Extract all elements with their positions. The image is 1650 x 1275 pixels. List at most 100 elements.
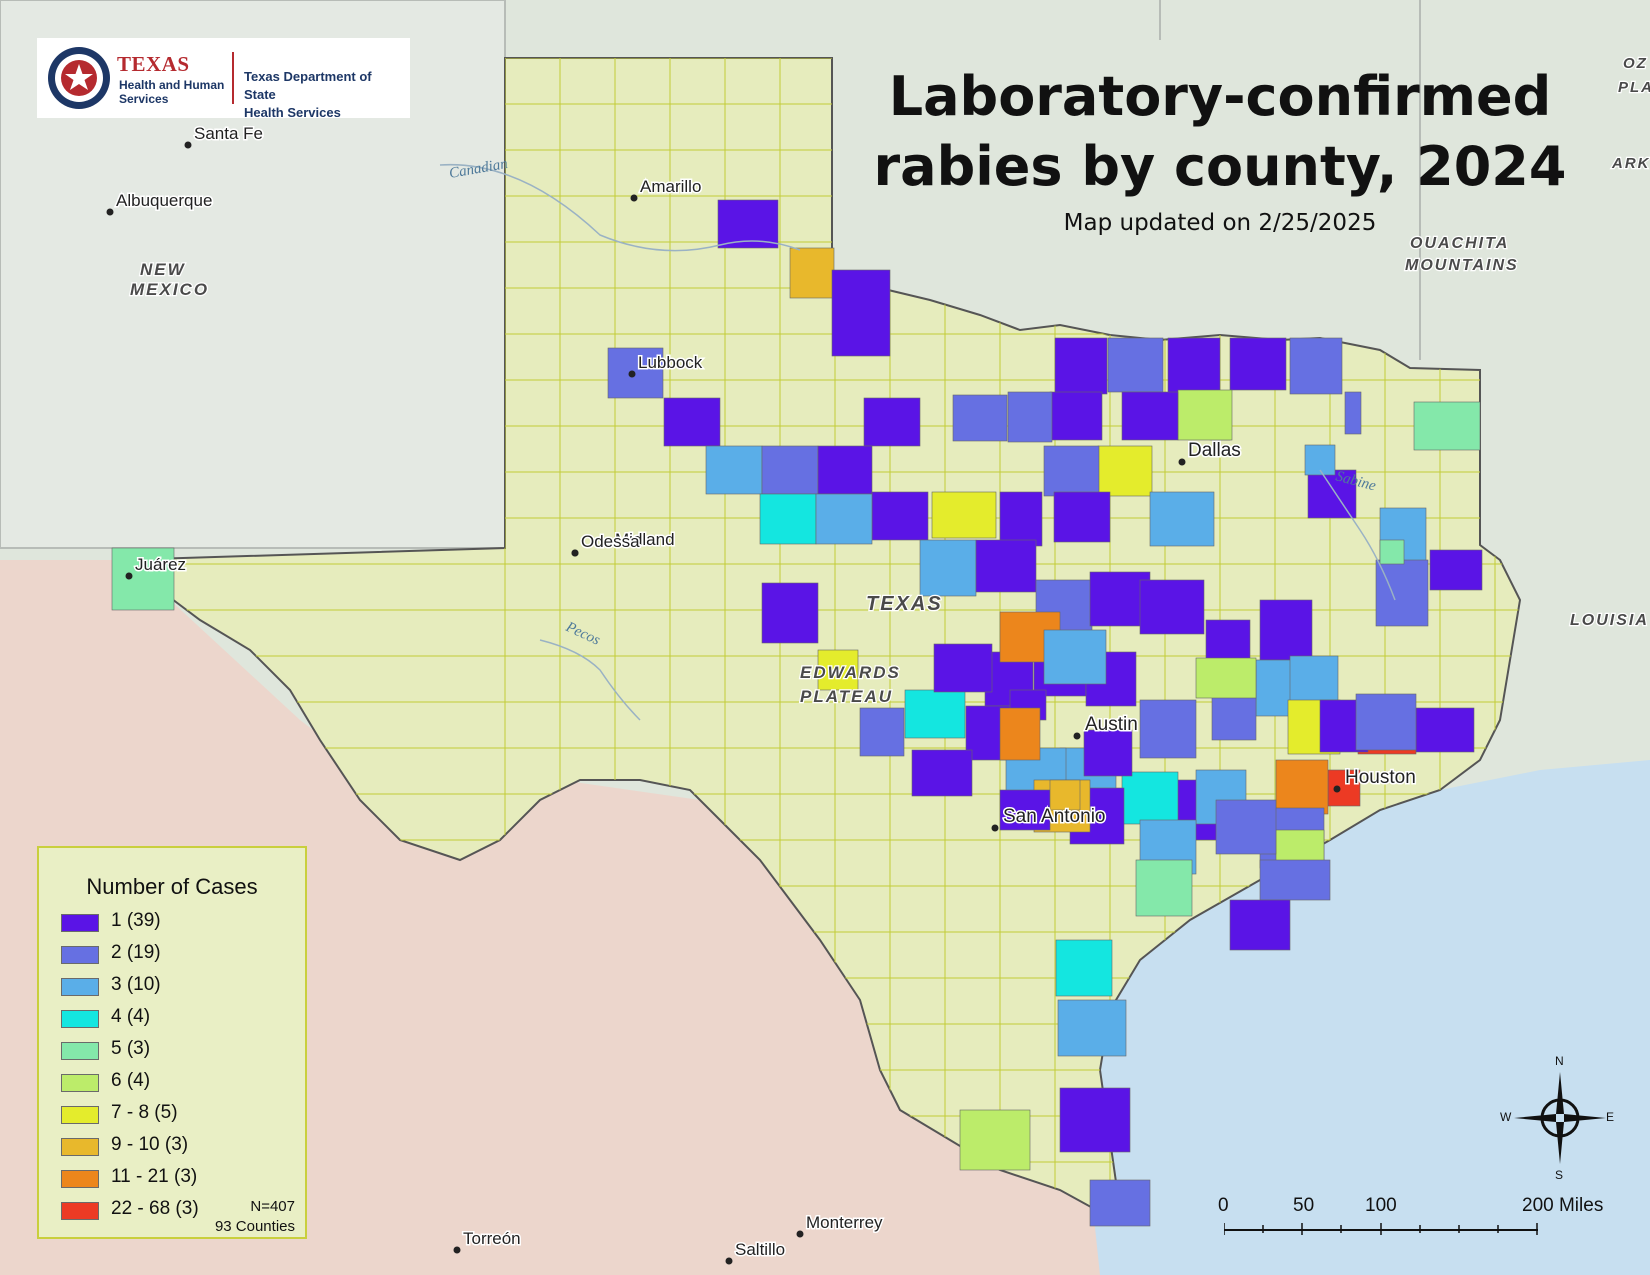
legend-swatch — [61, 978, 99, 996]
county-fill[interactable] — [931, 491, 997, 539]
legend-swatch — [61, 1074, 99, 1092]
county-fill[interactable] — [975, 539, 1037, 593]
county-fill[interactable] — [1167, 337, 1221, 399]
county-fill[interactable] — [831, 269, 891, 357]
county-fill[interactable] — [863, 397, 921, 447]
county-fill[interactable] — [705, 445, 763, 495]
county-fill[interactable] — [1121, 391, 1179, 441]
county-fill[interactable] — [1055, 939, 1113, 997]
scale-label: 200 Miles — [1522, 1195, 1604, 1216]
county-fill[interactable] — [911, 749, 973, 797]
region-label: OZ — [1623, 55, 1648, 72]
place-label: Monterrey — [806, 1213, 883, 1232]
map-title-line1: Laboratory-confirmed — [888, 65, 1552, 128]
county-fill[interactable] — [1007, 391, 1053, 443]
county-fill[interactable] — [1327, 769, 1361, 807]
texas-seal-icon — [48, 47, 110, 109]
county-fill[interactable] — [1049, 391, 1103, 441]
region-label: TEXAS — [866, 593, 943, 615]
county-fill[interactable] — [1413, 401, 1481, 451]
county-fill[interactable] — [717, 199, 779, 249]
county-fill[interactable] — [1121, 771, 1179, 825]
county-fill[interactable] — [1043, 445, 1100, 497]
gulf-of-mexico — [1070, 760, 1650, 1275]
county-fill[interactable] — [919, 539, 977, 597]
legend-swatch — [61, 1042, 99, 1060]
compass-icon — [1514, 1072, 1606, 1164]
county-fill[interactable] — [871, 491, 929, 541]
county-fill[interactable] — [1415, 707, 1475, 753]
county-fill[interactable] — [607, 347, 664, 399]
place-dot — [1073, 732, 1081, 740]
county-fill[interactable] — [1259, 599, 1313, 661]
county-fill[interactable] — [1229, 899, 1291, 951]
county-fill[interactable] — [1053, 491, 1111, 543]
county-fill[interactable] — [904, 689, 966, 739]
county-fill[interactable] — [859, 707, 905, 757]
place-dot — [630, 194, 638, 202]
place-label: Dallas — [1188, 440, 1241, 461]
county-fill[interactable] — [1177, 389, 1233, 441]
place-label: Saltillo — [735, 1240, 785, 1259]
county-fill[interactable] — [1054, 337, 1108, 395]
county-fill[interactable] — [1083, 729, 1133, 777]
logo-dept-line2: Health Services — [244, 105, 341, 120]
county-fill[interactable] — [1149, 491, 1215, 547]
county-fill[interactable] — [1089, 1179, 1151, 1227]
county-fill[interactable] — [1135, 859, 1193, 917]
county-fill[interactable] — [933, 643, 993, 693]
county-fill[interactable] — [1375, 559, 1429, 627]
legend-title: Number of Cases — [86, 874, 258, 899]
county-fill[interactable] — [1139, 699, 1197, 759]
place-label: Albuquerque — [116, 191, 212, 210]
logo-dept-line1: Texas Department of State — [244, 69, 372, 102]
county-fill[interactable] — [1355, 693, 1417, 751]
county-fill[interactable] — [1139, 579, 1205, 635]
county-fill[interactable] — [1289, 337, 1343, 395]
sabine-river — [1319, 469, 1396, 601]
county-fill[interactable] — [817, 445, 873, 495]
place-label: Amarillo — [640, 177, 701, 196]
county-fill[interactable] — [1107, 337, 1164, 393]
county-fill[interactable] — [952, 394, 1008, 442]
county-fill[interactable] — [1229, 337, 1287, 391]
logo-divider — [232, 52, 234, 104]
county-fill[interactable] — [1379, 539, 1405, 565]
scale-label: 50 — [1293, 1195, 1315, 1216]
county-fill[interactable] — [1215, 799, 1277, 855]
scale-label: 100 — [1365, 1195, 1397, 1216]
county-fill[interactable] — [1059, 1087, 1131, 1153]
county-fill[interactable] — [1043, 629, 1107, 685]
legend-label: 6 (4) — [111, 1070, 151, 1091]
county-fill[interactable] — [999, 491, 1043, 547]
county-fill[interactable] — [999, 707, 1041, 761]
county-fill[interactable] — [789, 247, 835, 299]
county-fill[interactable] — [1097, 445, 1153, 497]
logo-brand-sub: Health and Human Services — [119, 78, 229, 106]
county-fill[interactable] — [1289, 655, 1339, 705]
county-fill[interactable] — [1429, 549, 1483, 591]
county-fill[interactable] — [817, 649, 859, 691]
county-fill[interactable] — [111, 547, 175, 611]
county-fill[interactable] — [1344, 391, 1362, 435]
county-fill[interactable] — [759, 493, 817, 545]
county-fill[interactable] — [1259, 859, 1331, 901]
county-fill[interactable] — [663, 397, 721, 447]
place-label: Odessa — [581, 532, 640, 551]
legend-label: 1 (39) — [111, 910, 161, 931]
county-fill[interactable] — [1049, 779, 1081, 811]
county-fill[interactable] — [815, 493, 873, 545]
county-fill[interactable] — [761, 445, 819, 495]
county-fill[interactable] — [1275, 759, 1329, 815]
region-label: MEXICO — [130, 280, 209, 299]
county-fill[interactable] — [761, 582, 819, 644]
county-fill[interactable] — [1057, 999, 1127, 1057]
legend-swatch — [61, 914, 99, 932]
dshs-logo: TEXAS Health and Human Services Texas De… — [37, 38, 410, 120]
county-fill[interactable] — [959, 1109, 1031, 1171]
county-fill[interactable] — [1195, 657, 1257, 699]
logo-brand-sub-line1: Health and Human — [119, 78, 225, 92]
place-dot — [106, 208, 114, 216]
